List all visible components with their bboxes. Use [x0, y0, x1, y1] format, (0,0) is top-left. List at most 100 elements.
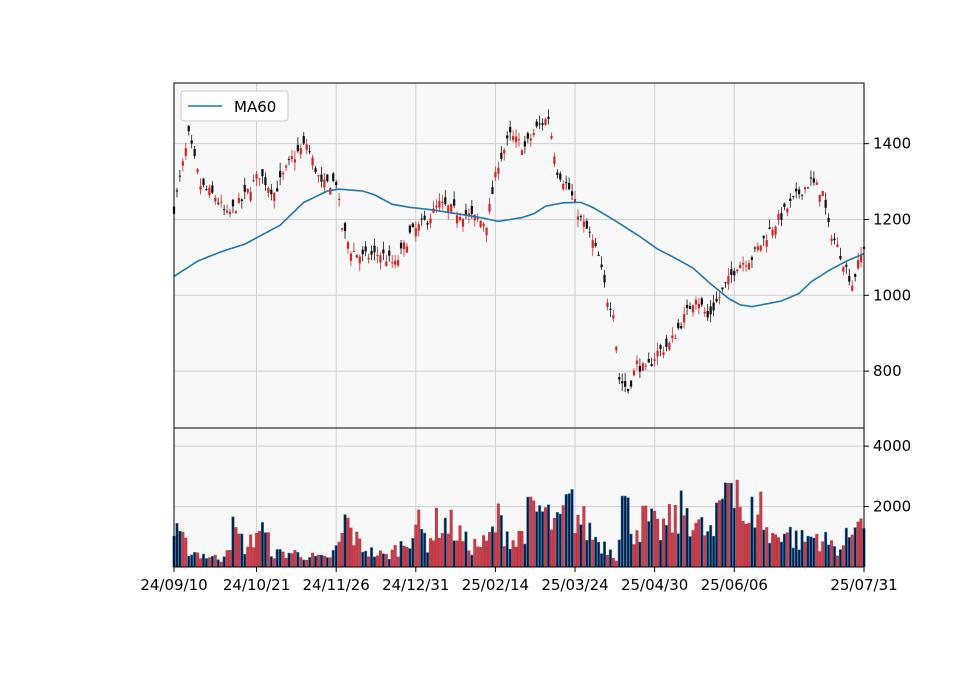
candle-body: [231, 199, 235, 207]
volume-bar: [458, 525, 462, 568]
candle-body: [544, 119, 547, 125]
volume-bar: [738, 506, 742, 568]
candle-body: [765, 239, 768, 247]
volume-bar: [844, 527, 848, 568]
candle-body: [615, 346, 618, 351]
volume-bar: [364, 550, 368, 568]
candle-body: [541, 123, 544, 125]
candle-body: [715, 298, 718, 302]
volume-bar: [838, 549, 842, 568]
volume-bar: [414, 524, 418, 568]
volume-bar: [343, 514, 347, 568]
volume-bar: [532, 500, 536, 568]
candle-body: [234, 211, 238, 213]
candle-body: [273, 192, 276, 201]
volume-bar: [662, 518, 665, 568]
candle-body: [293, 159, 297, 163]
candle-body: [827, 217, 830, 223]
volume-panel-frame: [173, 427, 865, 568]
candle-body: [187, 126, 190, 132]
date-tick-label: 24/09/10: [140, 576, 207, 594]
volume-bar: [614, 560, 618, 568]
candle-body: [535, 121, 538, 127]
volume-bar: [305, 559, 309, 568]
volume-bar: [523, 543, 527, 568]
volume-bar: [314, 555, 318, 568]
candle-body: [438, 200, 441, 208]
volume-bar: [703, 535, 707, 568]
candle-body: [181, 161, 184, 166]
volume-bar: [809, 536, 813, 568]
candle-body: [332, 173, 335, 182]
candle-body: [302, 136, 305, 144]
candle-body: [467, 213, 470, 216]
candle-body: [367, 257, 370, 260]
candle-body: [700, 298, 703, 305]
volume-bar: [373, 556, 376, 568]
candle-body: [786, 208, 789, 213]
candle-body: [774, 226, 777, 235]
candle-body: [196, 169, 199, 173]
candle-body: [385, 261, 388, 266]
volume-bar: [591, 539, 595, 568]
volume-bar: [720, 498, 724, 568]
candle-body: [423, 215, 426, 220]
candle-body: [570, 191, 574, 196]
volume-bar: [240, 533, 244, 568]
volume-bar: [538, 505, 542, 568]
volume-bar: [732, 507, 736, 568]
candle-body: [441, 201, 444, 204]
candle-body: [568, 182, 571, 190]
volume-bar: [296, 552, 300, 568]
candle-body: [859, 254, 863, 263]
volume-bar: [429, 538, 433, 568]
candle-body: [270, 189, 273, 195]
candle-body: [836, 244, 839, 248]
price-tick-label: 800: [873, 362, 902, 380]
candle-body: [388, 250, 391, 256]
volume-bar: [499, 515, 503, 568]
candle-body: [603, 274, 606, 283]
candle-body: [243, 185, 246, 192]
volume-bar: [771, 532, 775, 568]
candle-body: [624, 381, 627, 387]
candle-body: [435, 205, 438, 208]
candle-body: [470, 205, 473, 214]
volume-bar: [777, 537, 780, 568]
candle-body: [730, 268, 733, 276]
candle-body: [600, 264, 603, 268]
volume-bar: [408, 548, 412, 568]
volume-panel: 2000 4000: [172, 427, 911, 568]
volume-bar: [308, 557, 312, 568]
candle-body: [290, 156, 294, 159]
candle-body: [287, 159, 291, 161]
candle-body: [683, 314, 686, 323]
volume-bar: [178, 531, 182, 568]
candle-body: [579, 216, 583, 218]
candle-body: [373, 245, 376, 253]
candle-body: [340, 228, 344, 230]
date-axis: 24/09/10 24/10/21 24/11/26 24/12/31 25/02/14…: [140, 567, 898, 594]
candle-body: [815, 182, 818, 185]
candle-body: [503, 149, 506, 154]
candle-body: [184, 148, 187, 156]
volume-bar: [744, 523, 748, 568]
volume-bar: [370, 547, 374, 568]
volume-bar: [570, 489, 574, 568]
candle-body: [653, 359, 656, 361]
candle-body: [485, 227, 488, 236]
candle-body: [497, 167, 500, 174]
volume-bar: [207, 557, 211, 568]
volume-bar: [384, 554, 388, 568]
candle-body: [335, 181, 338, 185]
volume-bar: [443, 517, 447, 568]
candle-body: [323, 179, 326, 188]
volume-bar: [470, 554, 474, 568]
candle-body: [396, 260, 400, 266]
volume-bar: [520, 531, 524, 568]
volume-bar: [284, 557, 288, 568]
volume-bar: [340, 533, 344, 568]
candle-body: [818, 194, 821, 202]
volume-bar: [420, 528, 424, 568]
candle-body: [803, 187, 807, 190]
